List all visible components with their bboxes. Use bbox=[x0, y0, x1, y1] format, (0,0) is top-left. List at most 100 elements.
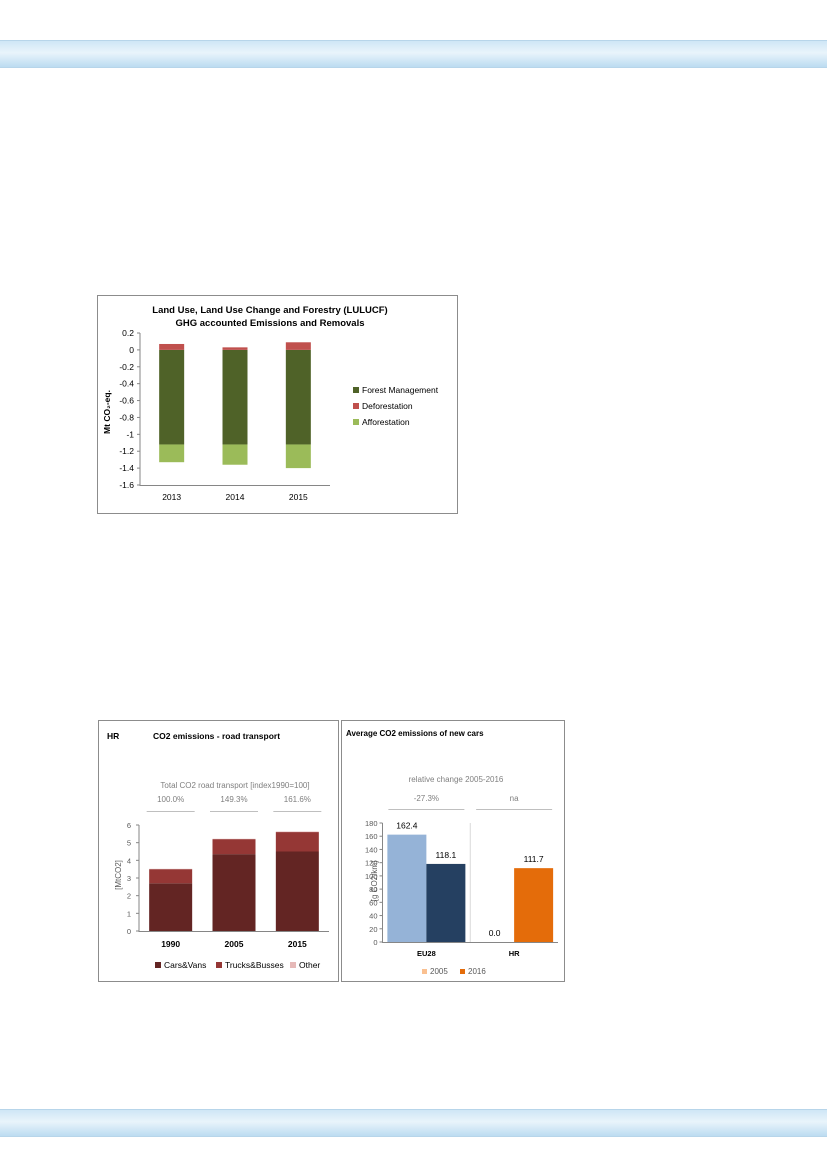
legend-swatch bbox=[353, 419, 359, 425]
legend-swatch bbox=[353, 403, 359, 409]
legend-swatch bbox=[290, 962, 296, 968]
y-tick-label: -1.2 bbox=[119, 446, 134, 456]
bar-eu28-2016 bbox=[426, 863, 466, 942]
y-axis-label: [MtCO2] bbox=[114, 860, 123, 890]
x-tick-label: 2015 bbox=[289, 492, 308, 502]
legend-label: 2016 bbox=[468, 967, 486, 976]
index-value: 100.0% bbox=[157, 795, 184, 804]
index-value: 161.6% bbox=[284, 795, 311, 804]
y-tick-label: 6 bbox=[127, 821, 131, 830]
y-tick-label: -0.4 bbox=[119, 379, 134, 389]
y-axis-label: [g CO2/km] bbox=[370, 861, 379, 901]
y-tick-label: 20 bbox=[369, 925, 377, 934]
y-tick-label: 60 bbox=[369, 898, 377, 907]
y-tick-label: -0.6 bbox=[119, 396, 134, 406]
new-cars-chart-panel: Average CO2 emissions of new cars relati… bbox=[341, 720, 565, 982]
y-tick-label: 4 bbox=[127, 856, 131, 865]
y-tick-label: 0 bbox=[373, 938, 377, 947]
x-tick-label: 1990 bbox=[161, 939, 180, 949]
y-tick-label: 140 bbox=[365, 845, 378, 854]
bar-deforestation-2013 bbox=[159, 343, 185, 350]
bar-afforestation-2015 bbox=[285, 444, 311, 469]
legend-item-afforestation: Afforestation bbox=[353, 417, 410, 427]
road-transport-chart: HR CO2 emissions - road transport Total … bbox=[107, 731, 329, 970]
legend-swatch bbox=[216, 962, 222, 968]
y-tick-label: 1 bbox=[127, 909, 131, 918]
road-transport-chart-panel: HR CO2 emissions - road transport Total … bbox=[98, 720, 339, 982]
legend-label: Forest Management bbox=[362, 385, 439, 395]
country-label: HR bbox=[107, 731, 119, 741]
legend-label: Cars&Vans bbox=[164, 960, 206, 970]
chart-title: Average CO2 emissions of new cars bbox=[346, 729, 484, 738]
y-tick-label: 100 bbox=[365, 872, 378, 881]
legend-label: Afforestation bbox=[362, 417, 410, 427]
legend-swatch bbox=[460, 969, 465, 974]
y-tick-label: 0 bbox=[127, 927, 131, 936]
y-tick-label: 80 bbox=[369, 885, 377, 894]
legend-swatch bbox=[155, 962, 161, 968]
data-label: 0.0 bbox=[489, 928, 501, 938]
y-tick-label: -0.8 bbox=[119, 412, 134, 422]
data-label: 118.1 bbox=[436, 850, 457, 860]
legend-label: Trucks&Busses bbox=[225, 960, 284, 970]
legend-item-2005: 2005 bbox=[422, 967, 448, 976]
chart-title: Land Use, Land Use Change and Forestry (… bbox=[152, 305, 387, 316]
x-tick-label: 2014 bbox=[226, 492, 245, 502]
y-tick-label: 160 bbox=[365, 832, 378, 841]
bar-trucks-busses-2005 bbox=[212, 839, 256, 855]
bar-cars-vans-2015 bbox=[275, 851, 319, 931]
legend-label: Other bbox=[299, 960, 320, 970]
bar-deforestation-2014 bbox=[222, 347, 248, 350]
change-value: -27.3% bbox=[414, 794, 439, 803]
index-title: Total CO2 road transport [index1990=100] bbox=[160, 781, 309, 790]
legend-label: 2005 bbox=[430, 967, 448, 976]
lulucf-chart: Land Use, Land Use Change and Forestry (… bbox=[102, 305, 439, 502]
bar-afforestation-2013 bbox=[159, 444, 185, 463]
data-label: 162.4 bbox=[396, 821, 418, 831]
legend-item-deforestation: Deforestation bbox=[353, 401, 413, 411]
bar-forest-management-2014 bbox=[222, 349, 248, 445]
change-title: relative change 2005-2016 bbox=[409, 775, 504, 784]
y-tick-label: 40 bbox=[369, 912, 377, 921]
new-cars-chart: Average CO2 emissions of new cars relati… bbox=[346, 729, 558, 976]
legend: Cars&Vans Trucks&Busses Other bbox=[155, 960, 320, 970]
y-tick-label: -0.2 bbox=[119, 362, 134, 372]
bar-trucks-busses-1990 bbox=[149, 869, 193, 884]
bar-afforestation-2014 bbox=[222, 444, 248, 465]
x-tick-label: 2005 bbox=[225, 939, 244, 949]
legend: Forest Management Deforestation Afforest… bbox=[353, 385, 439, 427]
chart-subtitle: GHG accounted Emissions and Removals bbox=[176, 318, 365, 329]
bar-deforestation-2015 bbox=[285, 342, 311, 350]
y-tick-label: 2 bbox=[127, 892, 131, 901]
bar-forest-management-2013 bbox=[159, 349, 185, 445]
data-label: 111.7 bbox=[524, 854, 544, 864]
x-tick-label: 2015 bbox=[288, 939, 307, 949]
page-footer-band bbox=[0, 1109, 827, 1137]
page-header-band bbox=[0, 40, 827, 68]
x-tick-label: EU28 bbox=[417, 949, 436, 958]
bar-other-2015 bbox=[275, 831, 319, 833]
change-value: na bbox=[510, 794, 519, 803]
x-tick-label: 2013 bbox=[162, 492, 181, 502]
legend-item-2016: 2016 bbox=[460, 967, 486, 976]
bar-forest-management-2015 bbox=[285, 349, 311, 445]
y-tick-label: 0 bbox=[129, 345, 134, 355]
bar-cars-vans-2005 bbox=[212, 854, 256, 931]
bar-cars-vans-1990 bbox=[149, 883, 193, 931]
legend-item-trucks-busses: Trucks&Busses bbox=[216, 960, 284, 970]
bar-eu28-2005 bbox=[387, 834, 427, 942]
y-tick-label: 3 bbox=[127, 874, 131, 883]
y-tick-label: 180 bbox=[365, 819, 378, 828]
y-tick-label: -1 bbox=[126, 429, 134, 439]
legend-label: Deforestation bbox=[362, 401, 413, 411]
x-tick-label: HR bbox=[509, 949, 520, 958]
legend-item-other: Other bbox=[290, 960, 320, 970]
legend-item-forest-management: Forest Management bbox=[353, 385, 439, 395]
y-tick-label: -1.4 bbox=[119, 463, 134, 473]
lulucf-chart-panel: Land Use, Land Use Change and Forestry (… bbox=[97, 295, 458, 514]
legend-item-cars-vans: Cars&Vans bbox=[155, 960, 206, 970]
y-axis-label: Mt CO₂-eq. bbox=[102, 390, 112, 434]
chart-title: CO2 emissions - road transport bbox=[153, 731, 280, 741]
bar-hr-2016 bbox=[514, 868, 554, 942]
bar-trucks-busses-2015 bbox=[275, 832, 319, 852]
